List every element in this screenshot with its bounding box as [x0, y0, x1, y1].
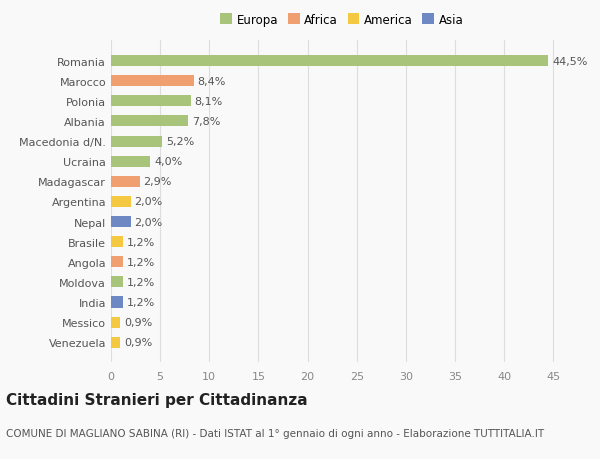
Text: 0,9%: 0,9% — [124, 318, 152, 327]
Bar — [111, 217, 131, 228]
Bar — [111, 56, 548, 67]
Text: 1,2%: 1,2% — [127, 297, 155, 308]
Bar — [111, 257, 123, 268]
Text: 5,2%: 5,2% — [166, 137, 194, 147]
Bar — [111, 176, 140, 187]
Text: 0,9%: 0,9% — [124, 337, 152, 347]
Text: 2,9%: 2,9% — [143, 177, 172, 187]
Text: 7,8%: 7,8% — [191, 117, 220, 127]
Text: 2,0%: 2,0% — [134, 197, 163, 207]
Text: 8,4%: 8,4% — [197, 77, 226, 86]
Text: 8,1%: 8,1% — [194, 96, 223, 106]
Bar — [111, 337, 120, 348]
Text: 4,0%: 4,0% — [154, 157, 182, 167]
Legend: Europa, Africa, America, Asia: Europa, Africa, America, Asia — [218, 11, 466, 29]
Bar — [111, 317, 120, 328]
Text: 1,2%: 1,2% — [127, 257, 155, 267]
Text: 1,2%: 1,2% — [127, 237, 155, 247]
Text: 2,0%: 2,0% — [134, 217, 163, 227]
Bar — [111, 96, 191, 107]
Bar — [111, 156, 151, 168]
Bar — [111, 236, 123, 248]
Bar — [111, 116, 188, 127]
Text: 44,5%: 44,5% — [553, 56, 588, 67]
Text: COMUNE DI MAGLIANO SABINA (RI) - Dati ISTAT al 1° gennaio di ogni anno - Elabora: COMUNE DI MAGLIANO SABINA (RI) - Dati IS… — [6, 428, 544, 438]
Text: 1,2%: 1,2% — [127, 277, 155, 287]
Text: Cittadini Stranieri per Cittadinanza: Cittadini Stranieri per Cittadinanza — [6, 392, 308, 408]
Bar — [111, 76, 194, 87]
Bar — [111, 196, 131, 207]
Bar — [111, 297, 123, 308]
Bar — [111, 277, 123, 288]
Bar — [111, 136, 162, 147]
